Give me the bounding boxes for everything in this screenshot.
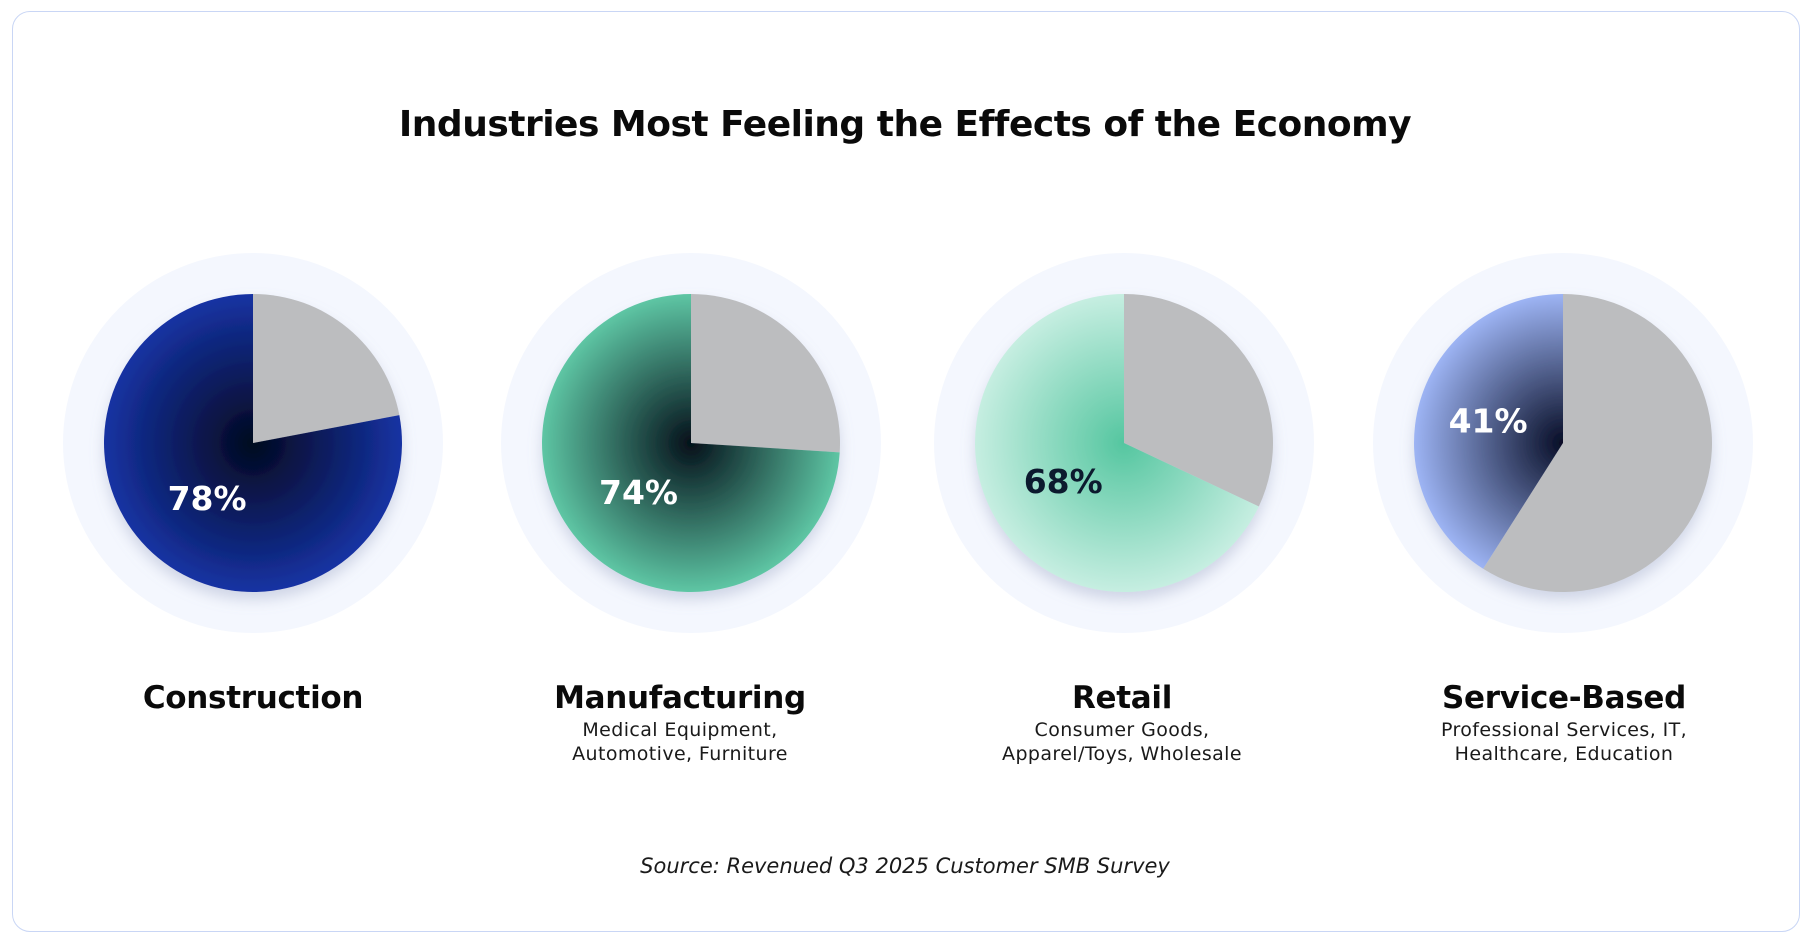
pie-slice-remainder <box>253 294 400 443</box>
pie-value-label: 68% <box>1024 462 1103 501</box>
subtitle-line: Automotive, Furniture <box>572 743 788 765</box>
pie-slice-value <box>103 294 402 593</box>
subtitle-line: Healthcare, Education <box>1454 743 1674 765</box>
pie-slice-remainder <box>1483 294 1713 592</box>
pie-service-based <box>1414 294 1713 592</box>
subtitle-line: Apparel/Toys, Wholesale <box>1002 743 1242 765</box>
pie-slice-value <box>975 294 1259 592</box>
chart-title: Industries Most Feeling the Effects of t… <box>398 104 1412 145</box>
category-name-construction: Construction <box>142 680 364 716</box>
pie-value-label: 78% <box>168 479 247 518</box>
category-name-manufacturing: Manufacturing <box>554 680 806 716</box>
category-name-service-based: Service-Based <box>1441 680 1687 716</box>
subtitle-line: Consumer Goods, <box>1034 719 1210 741</box>
pie-construction <box>103 294 402 593</box>
category-subtitle-retail: Consumer Goods, Apparel/Toys, Wholesale <box>922 718 1322 766</box>
pie-value-label: 41% <box>1449 402 1528 441</box>
category-subtitle-manufacturing: Medical Equipment, Automotive, Furniture <box>480 718 880 766</box>
pie-slice-value <box>542 294 840 592</box>
subtitle-line: Professional Services, IT, <box>1440 719 1688 741</box>
subtitle-line: Medical Equipment, <box>582 719 778 741</box>
pie-value-label: 74% <box>599 473 678 512</box>
pie-manufacturing <box>542 294 841 592</box>
pie-slice-value <box>1414 294 1563 569</box>
pie-slice-remainder <box>691 294 841 453</box>
source-note: Source: Revenued Q3 2025 Customer SMB Su… <box>640 854 1170 878</box>
category-subtitle-service-based: Professional Services, IT, Healthcare, E… <box>1364 718 1764 766</box>
pie-retail <box>975 294 1274 592</box>
category-name-retail: Retail <box>1071 680 1173 716</box>
pie-slice-remainder <box>1124 294 1274 507</box>
